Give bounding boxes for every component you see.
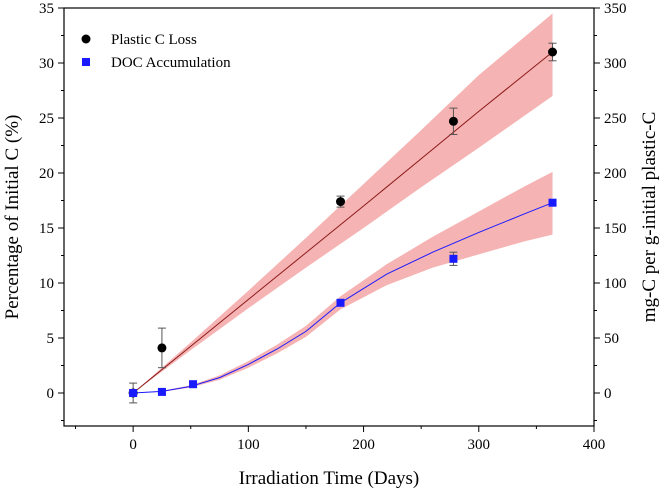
y2-tick-label: 0	[604, 386, 612, 402]
y2-tick-label: 350	[604, 1, 627, 17]
y2-axis-title: mg-C per g-initial plastic-C	[639, 112, 660, 323]
y-tick-label: 0	[47, 386, 55, 402]
y2-tick-label: 50	[604, 331, 619, 347]
confidence-bands	[133, 13, 553, 393]
data-point-plastic-c-loss	[548, 42, 558, 62]
data-point-doc-accumulation	[129, 389, 138, 397]
data-points	[128, 42, 558, 404]
marker-circle	[448, 116, 458, 126]
x-tick-label: 300	[468, 437, 491, 453]
y2-tick-label: 200	[604, 166, 627, 182]
axis-ticks: 0 100 200 300 400051015202530350501001502002…	[39, 1, 627, 453]
marker-square	[548, 198, 557, 207]
y2-tick-label: 300	[604, 56, 627, 72]
data-point-doc-accumulation	[336, 298, 345, 307]
data-point-doc-accumulation	[449, 251, 458, 266]
data-point-plastic-c-loss	[448, 107, 458, 135]
marker-square	[336, 298, 345, 307]
y-tick-label: 20	[39, 166, 54, 182]
marker-square	[129, 389, 138, 397]
marker-square	[157, 387, 166, 396]
data-point-doc-accumulation	[189, 380, 198, 389]
legend-label-doc-accumulation: DOC Accumulation	[111, 55, 231, 71]
marker-square	[189, 380, 198, 389]
data-point-doc-accumulation	[157, 387, 166, 396]
data-point-doc-accumulation	[548, 198, 557, 207]
y-tick-label: 25	[39, 111, 54, 127]
marker-circle	[336, 197, 346, 207]
y-tick-label: 30	[39, 56, 54, 72]
data-point-plastic-c-loss	[157, 327, 167, 369]
y-tick-label: 15	[39, 221, 54, 237]
x-axis-title: Irradiation Time (Days)	[239, 468, 419, 489]
x-tick-label: 200	[352, 437, 375, 453]
marker-circle	[157, 343, 167, 353]
legend-marker-plastic-c-loss	[81, 34, 91, 44]
confidence-band-plastic-c-loss	[133, 13, 553, 393]
fit-line-plastic-c-loss	[132, 51, 553, 394]
y2-tick-label: 150	[604, 221, 627, 237]
y2-tick-label: 250	[604, 111, 627, 127]
y2-tick-label: 100	[604, 276, 627, 292]
y-tick-label: 5	[47, 331, 55, 347]
y-tick-label: 35	[39, 1, 54, 17]
legend: Plastic C Loss DOC Accumulation	[81, 32, 231, 71]
marker-circle	[548, 47, 558, 57]
plot-frame	[63, 7, 595, 427]
x-tick-label: 0	[129, 437, 137, 453]
x-tick-label: 100	[237, 437, 260, 453]
legend-marker-doc-accumulation	[82, 58, 90, 66]
data-point-plastic-c-loss	[336, 195, 346, 208]
legend-label-plastic-c-loss: Plastic C Loss	[111, 32, 197, 48]
y-tick-label: 10	[39, 276, 54, 292]
marker-square	[449, 254, 458, 263]
x-tick-label: 400	[583, 437, 606, 453]
y-axis-title: Percentage of Initial C (%)	[2, 115, 23, 320]
